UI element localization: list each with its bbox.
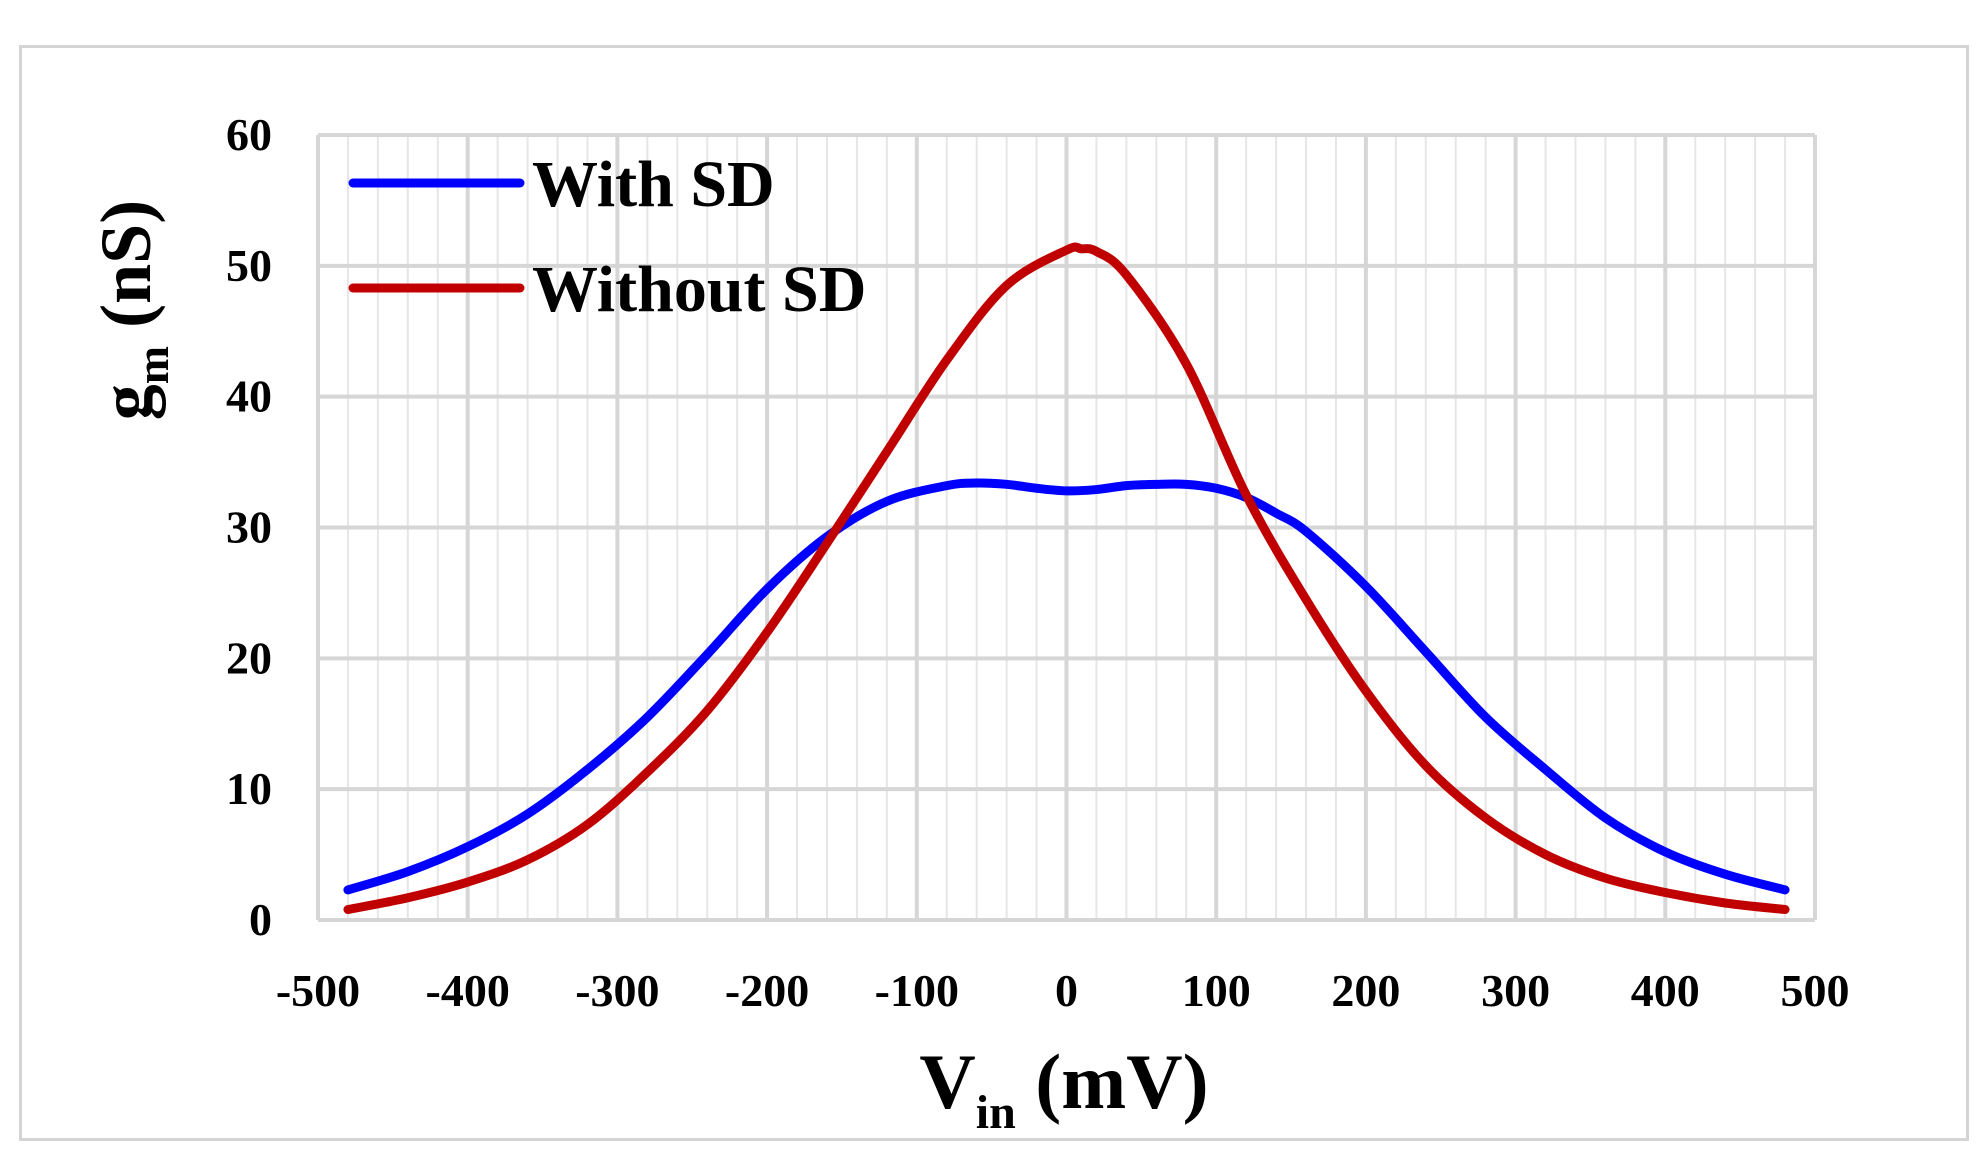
y-axis-title-main: g bbox=[86, 384, 166, 420]
y-tick-label: 50 bbox=[226, 240, 272, 291]
y-tick-label: 0 bbox=[249, 894, 272, 945]
x-tick-label: 0 bbox=[1055, 965, 1078, 1016]
series-lines bbox=[343, 242, 1790, 915]
x-tick-label: 500 bbox=[1781, 965, 1850, 1016]
x-axis-title-unit: (mV) bbox=[1016, 1038, 1209, 1125]
legend-label-without-sd: Without SD bbox=[532, 253, 866, 326]
series-line-with-sd bbox=[343, 478, 1790, 895]
y-axis-title-sub: m bbox=[127, 346, 178, 384]
y-tick-label: 10 bbox=[226, 763, 272, 814]
y-tick-label: 20 bbox=[226, 632, 272, 683]
y-axis-title: gm (nS) bbox=[86, 200, 178, 420]
x-tick-label: -500 bbox=[276, 965, 360, 1016]
x-tick-label: 200 bbox=[1331, 965, 1400, 1016]
x-tick-label: 300 bbox=[1481, 965, 1550, 1016]
x-tick-label: -100 bbox=[875, 965, 959, 1016]
y-tick-label: 60 bbox=[226, 109, 272, 160]
x-tick-label: 100 bbox=[1182, 965, 1251, 1016]
series-line-without-sd bbox=[343, 242, 1790, 915]
tick-labels: -500 -400 -300 -200 -100 0 100 200 300 400 500 0 10 2… bbox=[226, 109, 1850, 1016]
y-tick-label: 40 bbox=[226, 371, 272, 422]
x-axis-title-sub: in bbox=[976, 1086, 1016, 1139]
x-axis-title: Vin (mV) bbox=[919, 1038, 1208, 1139]
x-axis-title-main: V bbox=[919, 1038, 975, 1125]
y-axis-title-unit: (nS) bbox=[86, 200, 166, 346]
legend-label-with-sd: With SD bbox=[532, 148, 775, 221]
legend: With SD Without SD bbox=[348, 148, 866, 326]
x-tick-label: -300 bbox=[575, 965, 659, 1016]
x-tick-label: 400 bbox=[1631, 965, 1700, 1016]
x-tick-label: -200 bbox=[725, 965, 809, 1016]
x-tick-label: -400 bbox=[426, 965, 510, 1016]
y-tick-label: 30 bbox=[226, 502, 272, 553]
chart-frame bbox=[19, 45, 1969, 1141]
